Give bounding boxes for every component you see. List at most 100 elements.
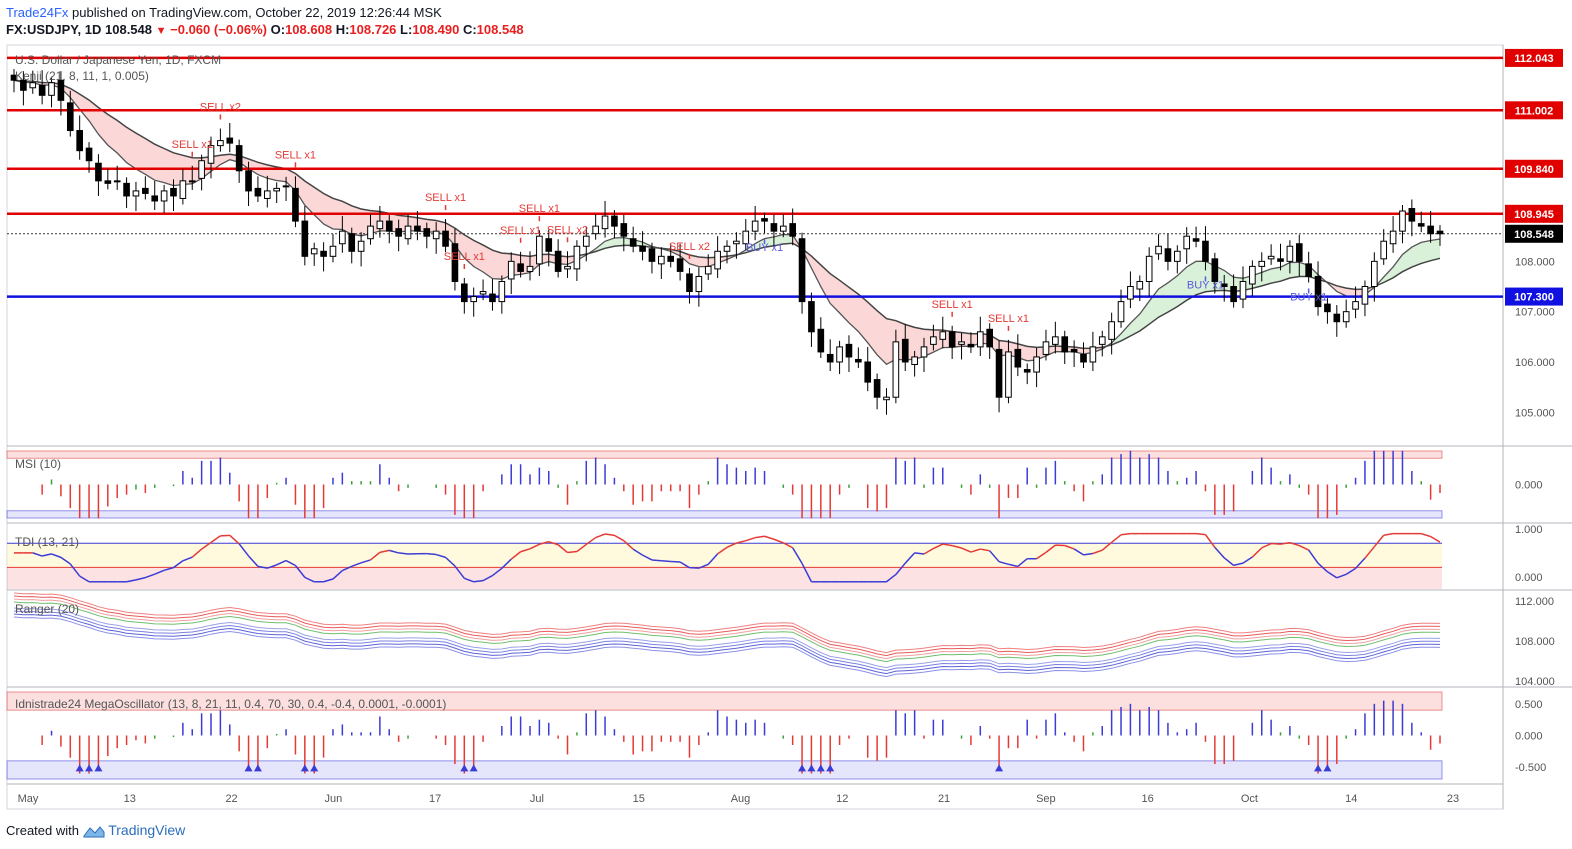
kenji-cloud-segment [1130, 313, 1140, 336]
tdi-segment [220, 534, 230, 537]
signal-label: SELL x2 [669, 241, 710, 253]
time-tick-label: 16 [1142, 793, 1154, 805]
candle-body [948, 331, 956, 348]
candle-body [1249, 265, 1256, 285]
tdi-segment [1336, 573, 1347, 579]
mega-buy-marker [816, 764, 825, 772]
candle-body [376, 220, 384, 230]
kenji-cloud-segment [323, 193, 333, 229]
kenji-cloud-segment [755, 238, 765, 250]
support-level-tag [1505, 287, 1563, 306]
candle-body [1436, 230, 1444, 235]
candle-body [920, 346, 928, 358]
candle-body [479, 291, 487, 295]
tdi-segment [1430, 535, 1441, 543]
kenji-cloud-segment [342, 201, 352, 235]
price-tick-label: 105.000 [1515, 407, 1555, 419]
kenji-cloud-segment [1271, 267, 1281, 284]
kenji-cloud-segment [764, 236, 774, 248]
tdi-segment [942, 543, 953, 547]
mega-buy-marker [1323, 764, 1332, 772]
tdi-segment [651, 559, 662, 562]
tdi-segment [923, 547, 934, 555]
candle-body [1427, 225, 1434, 235]
tdi-segment [323, 578, 334, 583]
mega-buy-marker [995, 764, 1004, 772]
candle-body [1389, 230, 1397, 245]
kenji-cloud-segment [483, 245, 493, 279]
candle-body [1108, 321, 1115, 340]
candle-body [507, 260, 515, 280]
kenji-cloud-segment [830, 273, 840, 314]
candle-body [1183, 235, 1191, 250]
tdi-segment [276, 559, 287, 566]
tdi-segment [1345, 567, 1356, 575]
tdi-neutral-zone [7, 543, 1442, 568]
time-tick-label: 15 [633, 793, 645, 805]
ranger-band-line [13, 610, 1441, 672]
tdi-segment [379, 549, 390, 554]
tdi-segment [567, 550, 577, 554]
tdi-segment [585, 536, 597, 546]
candle-body [695, 275, 703, 293]
mega-buy-marker [826, 764, 835, 772]
candle-body [639, 245, 646, 252]
candle-body [1380, 240, 1388, 260]
candle-body [451, 243, 459, 282]
candle-body [826, 353, 834, 363]
msi-tick-label: 0.000 [1515, 480, 1543, 492]
candle-body [517, 263, 524, 272]
tdi-segment [764, 535, 775, 540]
tdi-segment [539, 540, 549, 546]
kenji-cloud-segment [811, 256, 821, 287]
tdi-segment [970, 548, 981, 553]
candle-body [676, 258, 684, 272]
kenji-cloud-segment [839, 280, 849, 323]
created-with-text: Created with [6, 823, 79, 838]
mega-buy-marker [85, 764, 94, 772]
tdi-segment [201, 541, 212, 550]
tdi-segment [473, 579, 484, 583]
candle-body [76, 130, 83, 152]
tdi-segment [1364, 546, 1375, 559]
tradingview-link[interactable]: TradingView [108, 822, 186, 838]
candle-body [254, 187, 262, 197]
tdi-segment [370, 551, 381, 561]
price-change: −0.060 (−0.06%) [170, 22, 267, 37]
tdi-segment [782, 542, 794, 549]
tdi-segment [32, 552, 43, 557]
candle-body [1070, 348, 1078, 353]
kenji-cloud-segment [1139, 301, 1150, 332]
candle-body [432, 230, 440, 240]
candle-body [1023, 369, 1031, 373]
kenji-cloud-segment [783, 234, 793, 244]
tdi-segment [576, 543, 587, 553]
tdi-segment [69, 563, 81, 577]
candle-body [967, 343, 975, 348]
mega-buy-marker [300, 764, 309, 772]
mega-buy-marker [310, 764, 319, 772]
tdi-tick-label: 1.000 [1515, 524, 1543, 536]
tdi-segment [173, 560, 184, 569]
candle-body [207, 145, 215, 164]
candle-body [845, 343, 853, 358]
kenji-cloud-segment [117, 120, 127, 163]
low-label: L: [400, 22, 413, 37]
candle-body [357, 240, 365, 252]
candle-body [1089, 346, 1097, 363]
signal-label: BUY x1 [1290, 291, 1327, 303]
candle-body [95, 162, 102, 182]
tdi-segment [1317, 562, 1328, 573]
tdi-segment [1064, 544, 1075, 550]
tdi-segment [773, 538, 784, 544]
tdi-segment [886, 573, 897, 583]
tdi-segment [135, 576, 146, 581]
kenji-cloud-segment [98, 107, 108, 146]
publisher-link[interactable]: Trade24Fx [6, 5, 69, 20]
symbol-label: FX:USDJPY, 1D [6, 22, 102, 37]
tdi-segment [529, 543, 540, 550]
tdi-segment [1196, 532, 1206, 536]
kenji-cloud-segment [135, 133, 146, 175]
msi-lower-zone [6, 510, 1443, 519]
